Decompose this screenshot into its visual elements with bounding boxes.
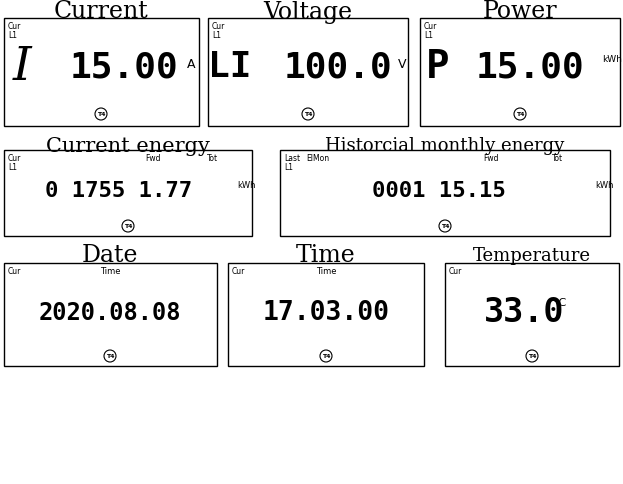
Text: Fwd: Fwd — [483, 154, 499, 163]
Text: Historcial monthly energy: Historcial monthly energy — [325, 137, 564, 155]
Text: Fwd: Fwd — [145, 154, 161, 163]
Text: 2020.08.08: 2020.08.08 — [39, 301, 181, 325]
Text: L1: L1 — [8, 31, 17, 40]
Text: kWh: kWh — [596, 182, 614, 191]
Text: T4: T4 — [304, 111, 312, 117]
Bar — [4, 18, 199, 126]
Text: Tot: Tot — [207, 154, 218, 163]
Text: L1: L1 — [284, 163, 293, 172]
Text: V: V — [397, 58, 406, 71]
Text: L1: L1 — [424, 31, 433, 40]
Text: T4: T4 — [124, 224, 132, 228]
Text: Date: Date — [82, 244, 138, 268]
Text: Time: Time — [100, 267, 120, 276]
Text: Tot: Tot — [551, 154, 563, 163]
Text: T4: T4 — [97, 111, 105, 117]
Text: Temperature: Temperature — [473, 247, 591, 265]
Text: T4: T4 — [528, 353, 536, 359]
Text: Cur: Cur — [232, 267, 245, 276]
Bar — [280, 150, 610, 236]
Text: T4: T4 — [321, 353, 330, 359]
Text: I: I — [12, 45, 31, 90]
Text: Voltage: Voltage — [264, 0, 353, 24]
Bar — [228, 263, 424, 366]
Text: Cur: Cur — [8, 154, 21, 163]
Text: 0001 15.15: 0001 15.15 — [371, 181, 505, 201]
Text: Current: Current — [54, 0, 148, 24]
Text: kWh: kWh — [602, 55, 622, 63]
Text: Cur: Cur — [8, 267, 21, 276]
Text: A: A — [187, 59, 195, 72]
Text: Power: Power — [483, 0, 558, 24]
Text: Current energy: Current energy — [46, 136, 210, 155]
Bar — [208, 18, 408, 126]
Text: 17.03.00: 17.03.00 — [262, 300, 389, 326]
Text: Cur: Cur — [424, 22, 437, 31]
Text: 15.00: 15.00 — [475, 50, 584, 84]
Text: LI: LI — [208, 50, 252, 84]
Text: °C: °C — [553, 298, 567, 308]
Text: ElMon: ElMon — [306, 154, 329, 163]
Text: T4: T4 — [106, 353, 114, 359]
Text: 100.0: 100.0 — [283, 50, 392, 84]
Text: P: P — [426, 48, 450, 86]
Bar — [420, 18, 620, 126]
Text: Time: Time — [316, 267, 336, 276]
Text: Cur: Cur — [8, 22, 21, 31]
Text: L1: L1 — [212, 31, 221, 40]
Text: L1: L1 — [8, 163, 17, 172]
Text: Last: Last — [284, 154, 300, 163]
Text: 0 1755 1.77: 0 1755 1.77 — [44, 181, 192, 201]
Text: kWh: kWh — [238, 182, 256, 191]
Text: 33.0: 33.0 — [483, 297, 564, 330]
Text: 15.00: 15.00 — [70, 50, 178, 84]
Bar — [4, 150, 252, 236]
Text: T4: T4 — [440, 224, 449, 228]
Text: Cur: Cur — [449, 267, 462, 276]
Text: Cur: Cur — [212, 22, 226, 31]
Bar — [445, 263, 619, 366]
Text: Time: Time — [296, 244, 356, 268]
Text: T4: T4 — [516, 111, 524, 117]
Bar — [4, 263, 217, 366]
